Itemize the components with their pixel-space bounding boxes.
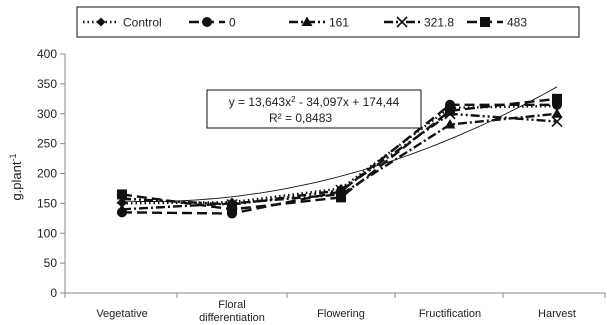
data-point [117, 189, 127, 200]
y-tick-label: 150 [37, 196, 57, 210]
y-tick-label: 50 [44, 256, 58, 270]
y-axis-label: g.plant-1 [8, 153, 24, 200]
legend-label: 321.8 [424, 16, 454, 30]
legend-label: Control [123, 16, 162, 30]
y-tick-label: 100 [37, 226, 57, 240]
legend-item: 0 [189, 16, 236, 30]
data-point [116, 203, 128, 214]
legend-item: 161 [289, 16, 349, 30]
trend-equation: y = 13,643x2 - 34,097x + 174,44 [229, 95, 400, 110]
x-tick-label: Floral differentiation [199, 299, 265, 324]
y-tick-label: 300 [37, 107, 57, 121]
legend-marker [96, 17, 106, 27]
data-point [551, 115, 563, 128]
legend-label: 0 [229, 16, 236, 30]
y-tick-label: 250 [37, 137, 57, 151]
legend-marker [480, 17, 490, 27]
series-483 [117, 93, 562, 215]
x-tick-label: Harvest [538, 308, 576, 320]
y-tick-label: 200 [37, 167, 57, 181]
y-tick-label: 400 [37, 47, 57, 61]
legend-frame [76, 6, 580, 38]
r-squared: R² = 0,8483 [269, 111, 332, 125]
trendline [121, 86, 558, 202]
data-point [552, 93, 562, 104]
series-line [121, 112, 558, 211]
equation-frame [206, 89, 422, 129]
legend-label: 483 [507, 16, 527, 30]
data-point [551, 108, 563, 118]
series-line [121, 97, 558, 211]
series-line [121, 103, 557, 215]
data-point [444, 119, 456, 129]
data-point [227, 204, 237, 215]
data-point [445, 105, 455, 116]
legend-item: 483 [467, 16, 527, 30]
legend-marker [202, 17, 212, 27]
legend: Control 0 161 321.8 483 [76, 6, 580, 38]
legend-item: Control [83, 16, 162, 30]
data-point [336, 192, 346, 203]
y-tick-label: 350 [37, 77, 57, 91]
x-tick-label: Fructification [419, 308, 481, 320]
legend-marker [301, 16, 313, 26]
y-tick-label: 0 [50, 286, 57, 300]
legend-marker [396, 16, 408, 28]
x-tick-label: Vegetative [96, 308, 147, 320]
trend-equation-box: y = 13,643x2 - 34,097x + 174,44 R² = 0,8… [206, 89, 422, 129]
legend-item: 321.8 [384, 16, 454, 30]
x-tick-label: Flowering [317, 308, 365, 320]
legend-label: 161 [329, 16, 349, 30]
